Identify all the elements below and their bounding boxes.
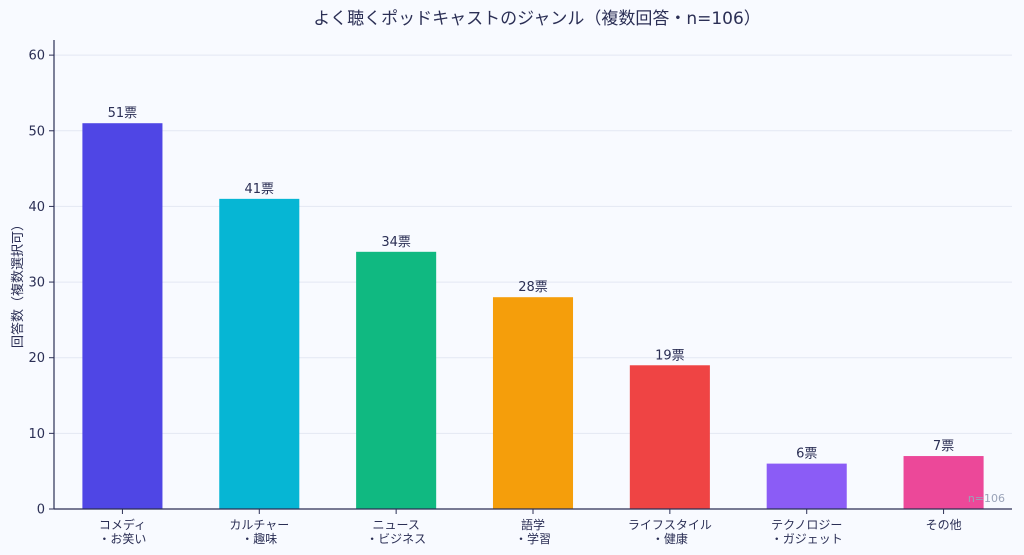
x-tick-label-line: ニュース [372,518,419,532]
y-tick-label: 0 [37,503,45,518]
x-tick-label-line: ・ガジェット [771,532,843,546]
x-tick-label-line: ・ビジネス [366,532,426,546]
y-tick-label: 20 [28,351,45,366]
y-tick-label: 30 [28,276,45,291]
axes [49,40,1012,514]
x-tick-label-line: ・お笑い [98,531,146,546]
data-label: 7票 [933,439,954,454]
x-tick-label-line: 語学 [521,517,545,532]
x-tick-label: テクノロジー・ガジェット [771,518,843,546]
x-tick-label-line: コメディ [99,517,146,532]
bar-0 [82,123,163,509]
x-tick-label-line: カルチャー [229,518,289,532]
bar-2 [356,251,437,509]
x-tick-label: コメディ・お笑い [98,517,146,546]
bar-3 [492,297,574,509]
y-tick-label: 40 [28,200,45,215]
x-tick-label-line: ・学習 [515,531,551,546]
y-tick-label: 50 [28,124,45,139]
data-label: 34票 [381,235,411,250]
bars [82,123,984,509]
chart-title: よく聴くポッドキャストのジャンル（複数回答・n=106） [313,9,761,29]
y-axis-title: 回答数（複数選択可） [10,218,26,348]
x-tick-label: 語学・学習 [515,517,551,546]
x-tick-label-line: テクノロジー [771,518,842,532]
grid [54,54,1012,434]
bar-1 [219,198,300,509]
y-tick-label: 10 [28,427,45,442]
data-label: 41票 [245,182,275,197]
y-tick-label: 60 [28,49,45,64]
data-label: 6票 [796,447,817,462]
bar-4 [629,365,710,509]
x-tick-label: カルチャー・趣味 [229,518,289,546]
x-tick-label-line: その他 [926,518,962,532]
x-tick-label: ライフスタイル・健康 [628,518,712,546]
data-label: 19票 [655,348,685,363]
x-tick-label-line: ・健康 [652,531,688,546]
data-label: 28票 [518,280,548,295]
data-label: 51票 [108,106,138,121]
x-tick-label: その他 [926,518,962,532]
x-tick-label-line: ライフスタイル [628,518,712,532]
bar-5 [766,463,847,509]
x-tick-label: ニュース・ビジネス [366,518,426,546]
sample-size-note: n=106 [968,492,1005,505]
x-tick-label-line: ・趣味 [241,531,277,546]
bar-6 [903,456,984,509]
